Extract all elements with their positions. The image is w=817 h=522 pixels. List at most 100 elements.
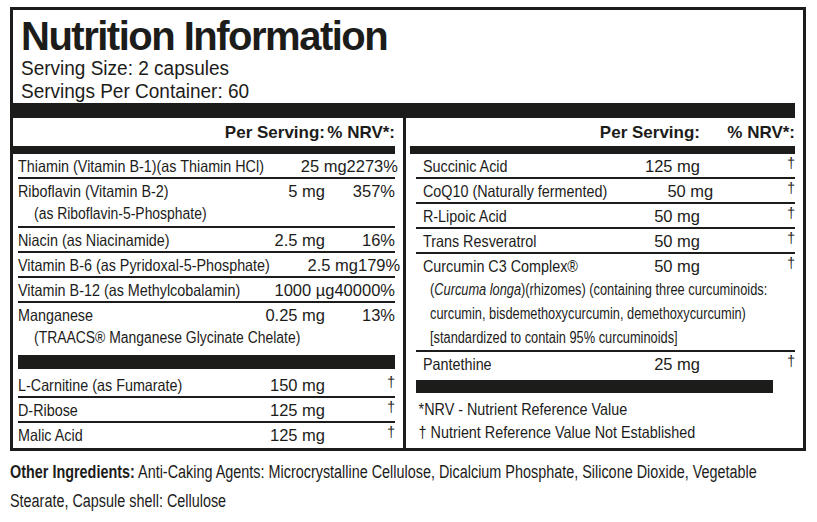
nutrient-amount: 2.5 mg [308,253,358,276]
other-ingredients-label: Other Ingredients: [10,462,135,482]
nutrient-name: L-Carnitine (as Fumarate) [18,373,211,396]
nutrient-amount: 150 mg [240,373,325,396]
table-row-l-carnitine: L-Carnitine (as Fumarate) 150 mg † [18,373,395,398]
black-bar-section-left [18,355,395,369]
header-per-serving: Per Serving: [215,123,325,143]
nutrient-continuation: curcumin, bisdemethoxycurcumin, demethox… [416,302,795,326]
nutrition-label-panel: Nutrition Information Serving Size: 2 ca… [10,7,806,451]
table-row-succinic-acid: Succinic Acid 125 mg † [416,154,795,179]
nutrient-amount: 0.25 mg [240,303,325,326]
footnote-not-established: † Nutrient Reference Value Not Establish… [416,421,795,444]
other-ingredients-text: Other Ingredients: Anti-Caking Agents: M… [10,458,757,516]
page-title: Nutrition Information [21,12,387,60]
servings-per-container-text: Servings Per Container: 60 [21,80,249,102]
nutrient-nrv: 13% [325,303,395,326]
column-header-right: Per Serving: % NRV*: [416,119,795,146]
other-ingredients-line2: Stearate, Capsule shell: Cellulose [10,491,226,511]
other-ingredients: Other Ingredients: Anti-Caking Agents: M… [10,458,810,516]
nutrient-nrv-dagger: † [700,254,795,277]
table-row-coq10: CoQ10 (Naturally fermented) 50 mg † [416,179,795,204]
nutrient-nrv-dagger: † [325,373,395,396]
nutrient-nrv: 40000% [334,278,395,301]
nutrient-nrv: 179% [358,253,400,276]
nutrient-nrv-dagger: † [713,179,795,202]
nutrient-nrv-dagger: † [325,398,395,421]
nutrient-continuation-text: curcumin, bisdemethoxycurcumin, demethox… [430,302,746,326]
header-nrv: % NRV*: [700,123,795,143]
nutrient-nrv: 16% [325,228,395,251]
footnote-text: † Nutrient Reference Value Not Establish… [416,421,695,444]
serving-size: Serving Size: 2 capsules [21,57,240,79]
nutrient-name: Malic Acid [18,423,211,446]
serving-size-text: Serving Size: 2 capsules [21,57,229,79]
nutrient-nrv-dagger: † [700,229,795,252]
curcuma-longa-italic: Curcuma longa [434,281,521,298]
nutrient-amount: 50 mg [636,179,713,202]
table-row-trans-resveratrol: Trans Resveratrol 50 mg † [416,229,795,254]
nutrient-amount: 125 mg [240,398,325,421]
nutrient-continuation: (as Riboflavin-5-Phosphate) [18,202,395,228]
nutrient-amount: 25 mg [301,154,347,177]
nutrient-amount: 50 mg [610,204,700,227]
table-row-thiamin: Thiamin (Vitamin B-1)(as Thiamin HCl) 25… [18,154,395,179]
black-bar-header-left [13,146,395,154]
nutrient-continuation-text: (TRAACS® Manganese Glycinate Chelate) [34,326,300,350]
table-row-vitamin-b6: Vitamin B-6 (as Pyridoxal-5-Phosphate) 2… [18,253,395,278]
nutrient-name: Trans Resveratrol [416,229,585,252]
nutrient-nrv: 357% [325,179,395,202]
black-bar-header-right [410,146,795,154]
nutrient-continuation: [standardized to contain 95% curcuminoid… [416,326,795,352]
nutrient-nrv-dagger: † [325,423,395,446]
nutrient-name: Pantethine [416,352,585,375]
nutrient-name: Manganese [18,303,211,326]
table-row-manganese: Manganese 0.25 mg 13% [18,303,395,326]
nutrient-continuation-text: [standardized to contain 95% curcuminoid… [430,326,678,350]
header-per-serving: Per Serving: [590,123,700,143]
nutrient-amount: 50 mg [610,254,700,277]
nutrient-continuation: (Curcuma longa)(rhizomes) (containing th… [416,277,795,302]
nutrient-continuation-text: (Curcuma longa)(rhizomes) (containing th… [430,277,767,302]
table-row-niacin: Niacin (as Niacinamide) 2.5 mg 16% [18,228,395,253]
nutrient-amount: 50 mg [610,229,700,252]
nutrient-amount: 125 mg [610,154,700,177]
nutrient-amount: 1000 µg [274,278,335,301]
nutrient-name: Succinic Acid [416,154,585,177]
nutrient-nrv-dagger: † [700,154,795,177]
black-bar-section-right [416,380,773,393]
nutrient-name: Vitamin B-12 (as Methylcobalamin) [18,278,240,301]
nutrient-nrv-dagger: † [700,204,795,227]
nutrient-amount: 5 mg [240,179,325,202]
nutrient-amount: 25 mg [610,352,700,375]
table-row-vitamin-b12: Vitamin B-12 (as Methylcobalamin) 1000 µ… [18,278,395,303]
table-row-d-ribose: D-Ribose 125 mg † [18,398,395,423]
nutrient-nrv-dagger: † [700,352,795,375]
table-row-pantethine: Pantethine 25 mg † [416,352,795,375]
table-row-malic-acid: Malic Acid 125 mg † [18,423,395,446]
column-divider [403,116,406,448]
nutrient-column-left: Per Serving: % NRV*: Thiamin (Vitamin B-… [18,119,395,446]
nutrient-name: Curcumin C3 Complex® [416,254,585,277]
footnote-text: *NRV - Nutrient Reference Value [416,398,627,421]
curcuma-rest: )(rhizomes) (containing three curcuminoi… [521,281,767,298]
nutrient-name: CoQ10 (Naturally fermented) [416,179,607,202]
header-nrv: % NRV*: [325,123,395,143]
footnote-nrv-definition: *NRV - Nutrient Reference Value [416,398,795,421]
servings-per-container: Servings Per Container: 60 [21,80,261,102]
nutrient-name: Vitamin B-6 (as Pyridoxal-5-Phosphate) [18,253,270,276]
column-header-left: Per Serving: % NRV*: [18,119,395,146]
nutrient-name: R-Lipoic Acid [416,204,585,227]
nutrient-continuation: (TRAACS® Manganese Glycinate Chelate) [18,326,395,350]
table-row-r-lipoic-acid: R-Lipoic Acid 50 mg † [416,204,795,229]
nutrient-name: Riboflavin (Vitamin B-2) [18,179,211,202]
nutrient-column-right: Per Serving: % NRV*: Succinic Acid 125 m… [416,119,795,444]
nutrient-amount: 125 mg [240,423,325,446]
table-row-riboflavin: Riboflavin (Vitamin B-2) 5 mg 357% [18,179,395,202]
nutrient-amount: 2.5 mg [240,228,325,251]
table-row-curcumin-c3: Curcumin C3 Complex® 50 mg † [416,254,795,277]
nutrient-name: D-Ribose [18,398,211,421]
other-ingredients-line1: Anti-Caking Agents: Microcrystalline Cel… [138,462,757,482]
nutrient-name: Niacin (as Niacinamide) [18,228,211,251]
nutrient-nrv: 2273% [347,154,398,177]
nutrient-continuation-text: (as Riboflavin-5-Phosphate) [34,202,207,226]
nutrient-name: Thiamin (Vitamin B-1)(as Thiamin HCl) [18,154,264,177]
